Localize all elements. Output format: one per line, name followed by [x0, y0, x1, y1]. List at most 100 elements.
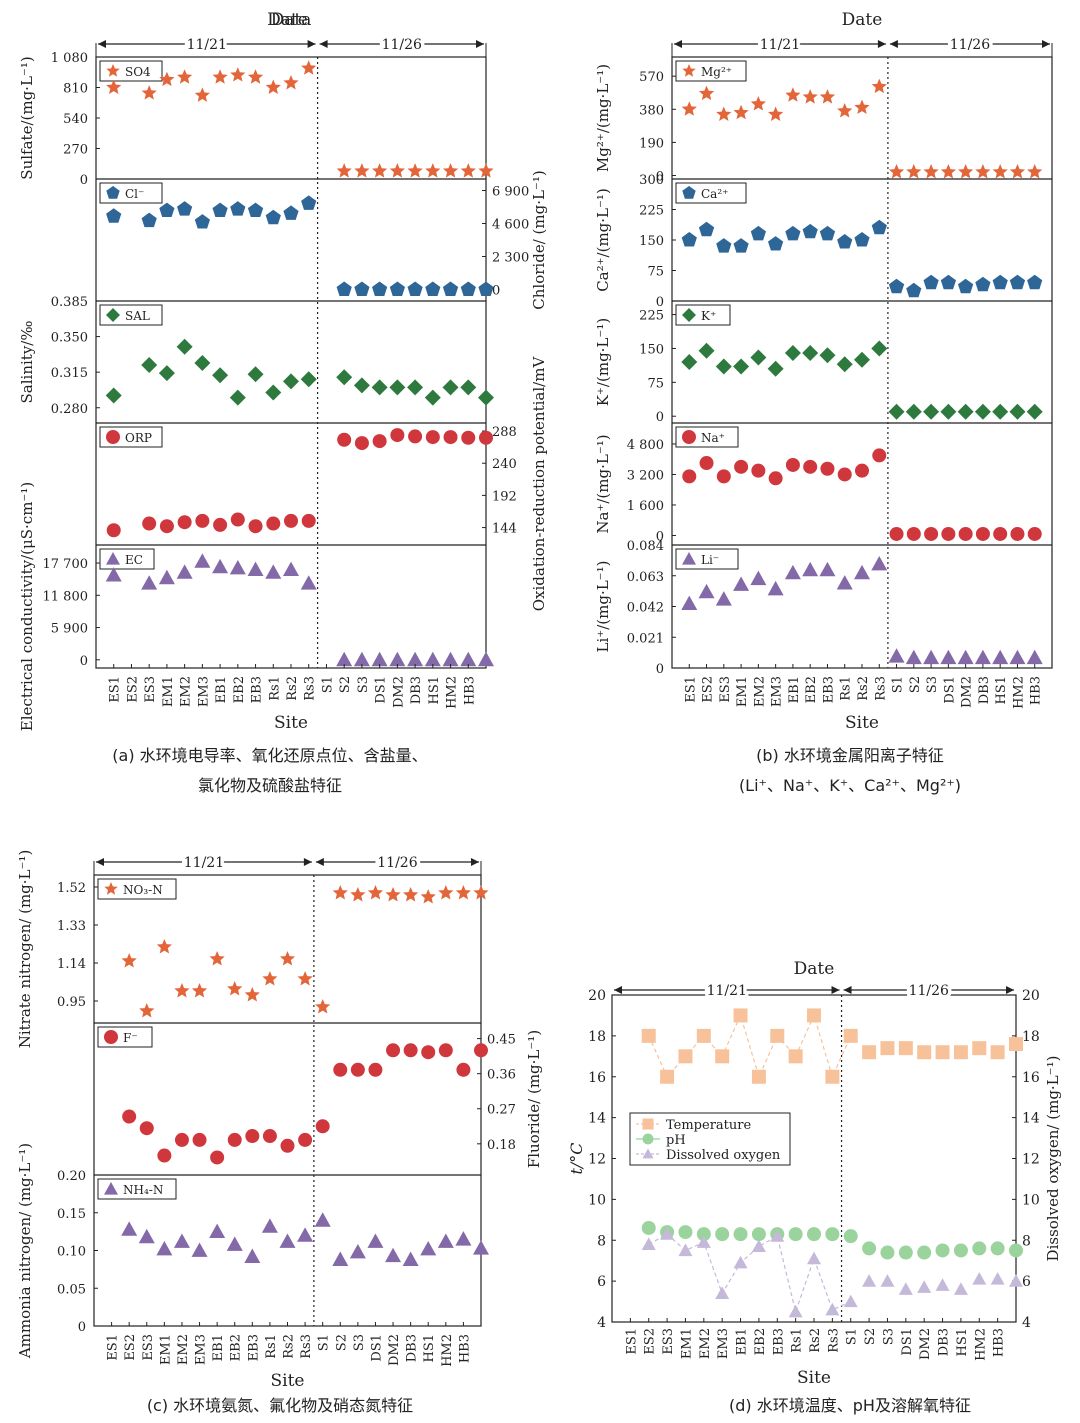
data-point [389, 379, 406, 396]
x-tick-label: S3 [356, 676, 371, 693]
data-point [177, 69, 193, 84]
data-point [230, 512, 245, 527]
y-tick-label: 270 [63, 143, 88, 158]
data-point [958, 278, 974, 294]
arrow-head [1042, 40, 1050, 48]
x-axis-label: Site [271, 1371, 305, 1391]
data-point [372, 434, 387, 449]
data-point [174, 983, 190, 998]
data-point [194, 214, 210, 229]
data-point [1010, 526, 1025, 541]
y-tick-label: 570 [639, 70, 664, 85]
data-point [247, 69, 264, 84]
data-point [230, 201, 246, 216]
data-point [261, 1218, 278, 1233]
data-point [212, 367, 229, 384]
data-point [177, 201, 193, 216]
legend-marker [682, 64, 696, 77]
y-axis-label: Sulfate/(mg·L⁻¹) [18, 56, 36, 179]
y-tick-label-left: 20 [588, 988, 606, 1004]
data-point [641, 1220, 656, 1235]
data-point [733, 104, 749, 120]
data-point [226, 1236, 243, 1251]
x-tick-label: Rs2 [856, 676, 871, 701]
date-label-1121: 11/21 [187, 37, 227, 53]
arrow-head [877, 40, 886, 48]
x-axis-label: Site [797, 1368, 831, 1388]
x-tick-label: EB3 [246, 1334, 261, 1361]
data-point [807, 1227, 821, 1242]
data-point [785, 457, 800, 472]
data-point [315, 999, 331, 1014]
data-point [698, 583, 715, 599]
data-point [265, 564, 282, 579]
data-point [788, 1049, 803, 1064]
y-tick-label: 0 [656, 295, 664, 310]
data-point [247, 202, 264, 217]
data-point [141, 357, 158, 374]
data-point [819, 347, 836, 364]
data-point [715, 1227, 730, 1242]
data-point [212, 202, 228, 217]
legend: Li⁻ [675, 548, 739, 570]
data-point [837, 234, 853, 249]
data-point [176, 338, 193, 355]
y-tick-label: 300 [639, 173, 664, 188]
data-point [212, 69, 228, 84]
data-point [420, 889, 436, 904]
data-point [953, 1282, 968, 1295]
data-point [880, 1274, 895, 1287]
arrow-head [476, 40, 484, 48]
legend-marker [104, 882, 118, 895]
legend-label: SAL [125, 309, 150, 323]
data-point [750, 570, 767, 586]
data-point [105, 387, 122, 404]
caption-c: (c) 水环境氨氮、氟化物及硝态氮特征 [146, 1396, 414, 1415]
data-point [681, 232, 697, 247]
data-point [681, 354, 698, 370]
data-point [367, 1233, 384, 1248]
data-point [734, 459, 749, 474]
data-point [192, 1132, 207, 1147]
data-point [785, 87, 801, 102]
data-point [210, 1150, 225, 1165]
x-tick-label: EM3 [196, 676, 211, 707]
legend-label: Dissolved oxygen [666, 1148, 781, 1163]
data-point [372, 163, 388, 178]
data-point [337, 432, 352, 447]
data-point [854, 99, 870, 114]
date-label-1121: 11/21 [760, 37, 800, 53]
y-tick-label-right: 16 [1022, 1070, 1040, 1086]
data-point [768, 471, 783, 486]
data-point [262, 971, 278, 986]
data-point [698, 221, 715, 237]
data-point [733, 1008, 748, 1023]
y-tick-label: 11 800 [43, 589, 89, 604]
data-point [262, 1129, 277, 1144]
data-point [770, 1229, 785, 1242]
x-tick-label: EB1 [211, 1334, 226, 1361]
data-point [142, 516, 157, 531]
data-point [992, 164, 1008, 179]
data-point [194, 87, 210, 102]
y-tick-label: 190 [639, 136, 664, 151]
data-point [139, 1121, 154, 1136]
x-tick-label: S1 [320, 676, 335, 693]
data-point [854, 564, 870, 580]
x-tick-label: ES2 [125, 676, 140, 703]
data-point [247, 366, 264, 383]
legend-label: Li⁻ [701, 553, 719, 567]
data-point [473, 885, 489, 900]
data-point [121, 953, 137, 968]
legend: Ca²⁺ [675, 182, 747, 204]
data-point [750, 96, 766, 111]
data-point [698, 342, 715, 359]
y-tick-label: 0.18 [487, 1138, 516, 1153]
x-tick-label: HS1 [994, 676, 1009, 705]
legend-label: ORP [125, 431, 152, 445]
data-point [889, 526, 904, 541]
data-point [461, 430, 476, 445]
data-point [953, 1045, 968, 1060]
y-tick-label-right: 6 [1022, 1274, 1031, 1290]
y-tick-label-right: 12 [1022, 1152, 1040, 1168]
